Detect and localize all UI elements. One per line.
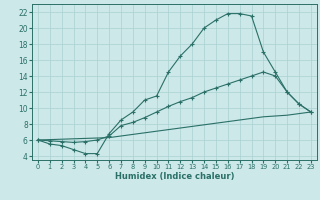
X-axis label: Humidex (Indice chaleur): Humidex (Indice chaleur)	[115, 172, 234, 181]
